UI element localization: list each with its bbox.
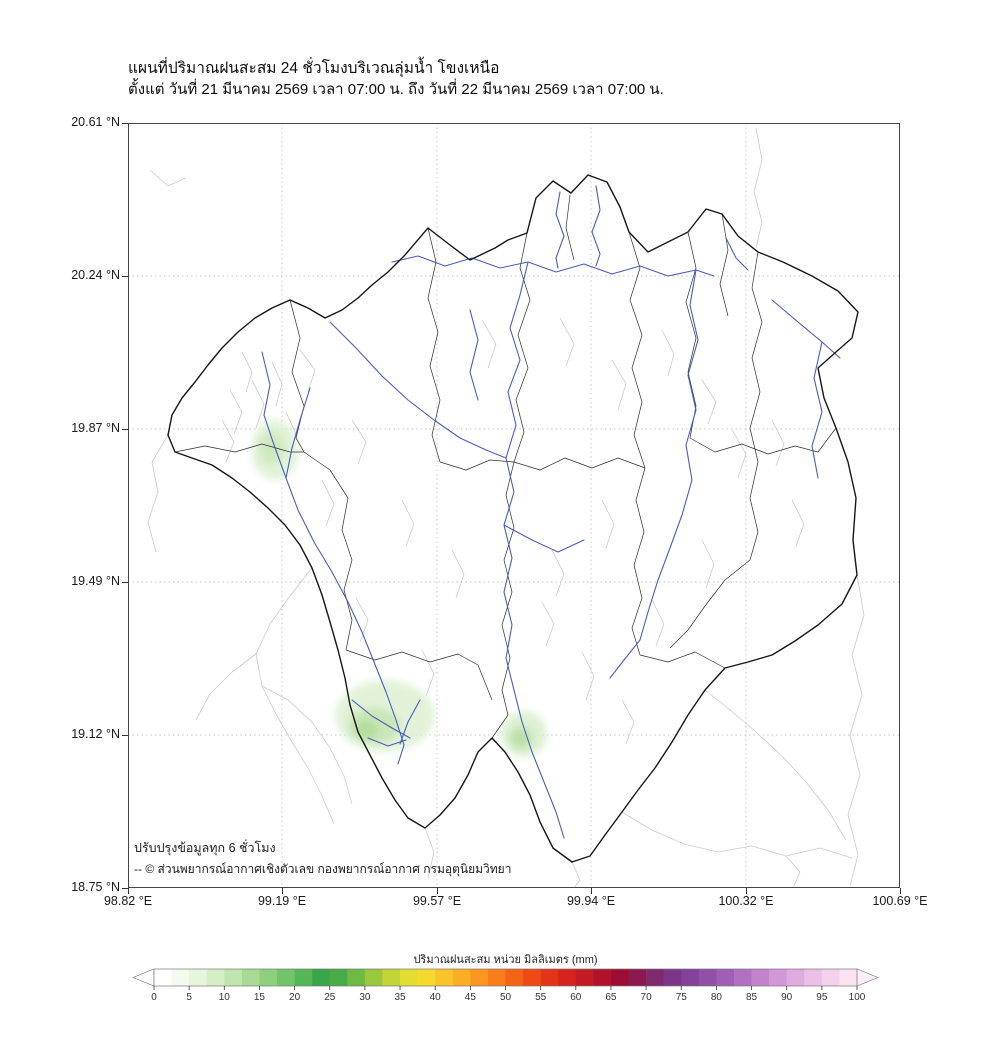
colorbar-tick-label: 50 [499, 992, 512, 1003]
data-source-note: -- © ส่วนพยากรณ์อากาศเชิงตัวเลข กองพยากร… [134, 862, 512, 876]
minor-streams [221, 317, 805, 745]
colorbar-tick-label: 45 [464, 992, 476, 1003]
x-tick-mark [591, 888, 592, 894]
colorbar-tick-label: 100 [848, 992, 866, 1003]
colorbar-segments [154, 969, 858, 986]
y-tick-mark [122, 123, 128, 124]
colorbar-tick-label: 30 [359, 992, 371, 1003]
colorbar [132, 968, 879, 990]
colorbar-tick-label: 25 [324, 992, 336, 1003]
x-tick-mark [282, 888, 283, 894]
colorbar-tick-label: 95 [816, 992, 828, 1003]
y-tick-mark [122, 276, 128, 277]
x-tick-mark [746, 888, 747, 894]
colorbar-tick-label: 65 [605, 992, 617, 1003]
y-tick-label: 19.49 °N [71, 574, 120, 588]
colorbar-tick-label: 75 [675, 992, 687, 1003]
update-frequency-note: ปรับปรุงข้อมูลทุก 6 ชั่วโมง [134, 841, 276, 855]
x-tick-label: 99.57 °E [412, 894, 462, 908]
x-tick-mark [437, 888, 438, 894]
rainfall-patches [251, 420, 547, 757]
colorbar-tick-label: 70 [640, 992, 652, 1003]
colorbar-tick-label: 35 [394, 992, 406, 1003]
colorbar-tick-label: 20 [289, 992, 301, 1003]
colorbar-tick-label: 90 [781, 992, 793, 1003]
y-tick-mark [122, 429, 128, 430]
rivers [261, 185, 841, 839]
colorbar-tick-label: 55 [535, 992, 547, 1003]
basin-map-svg [128, 123, 900, 888]
subbasin-boundaries [174, 194, 837, 739]
x-tick-label: 99.19 °E [257, 894, 307, 908]
page-title: แผนที่ปริมาณฝนสะสม 24 ชั่วโมงบริเวณลุ่มน… [128, 60, 500, 77]
x-tick-mark [900, 888, 901, 894]
x-tick-label: 100.32 °E [718, 894, 774, 908]
x-tick-mark [128, 888, 129, 894]
y-tick-label: 20.24 °N [71, 268, 120, 282]
y-tick-mark [122, 735, 128, 736]
grid-lines [128, 123, 900, 888]
colorbar-tick-label: 85 [745, 992, 758, 1003]
x-tick-label: 100.69 °E [872, 894, 928, 908]
x-tick-label: 98.82 °E [103, 894, 153, 908]
page-subtitle: ตั้งแต่ วันที่ 21 มีนาคม 2569 เวลา 07:00… [128, 81, 664, 98]
x-tick-label: 99.94 °E [566, 894, 616, 908]
y-tick-label: 19.12 °N [71, 727, 120, 741]
colorbar-tick-label: 80 [710, 992, 722, 1003]
y-tick-mark [122, 888, 128, 889]
colorbar-tick-label: 5 [186, 992, 192, 1003]
y-tick-label: 19.87 °N [71, 421, 120, 435]
y-tick-label: 20.61 °N [71, 115, 120, 129]
map-plot-area: ปรับปรุงข้อมูลทุก 6 ชั่วโมง -- © ส่วนพยา… [128, 123, 900, 888]
plot-border [128, 123, 900, 888]
colorbar-tick-label: 40 [429, 992, 441, 1003]
basin-outer-boundary [167, 174, 859, 863]
outside-streams [147, 127, 865, 888]
colorbar-tick-label: 60 [570, 992, 582, 1003]
colorbar-tick-label: 15 [253, 992, 265, 1003]
colorbar-under-arrow [132, 968, 155, 987]
y-tick-label: 18.75 °N [71, 880, 120, 894]
colorbar-title: ปริมาณฝนสะสม หน่วย มิลลิเมตร (mm) [413, 954, 598, 966]
colorbar-tick-label: 10 [218, 992, 230, 1003]
colorbar-over-arrow [856, 968, 879, 987]
y-tick-mark [122, 582, 128, 583]
colorbar-tick-label: 0 [151, 992, 157, 1003]
colorbar-ticks [153, 986, 858, 990]
